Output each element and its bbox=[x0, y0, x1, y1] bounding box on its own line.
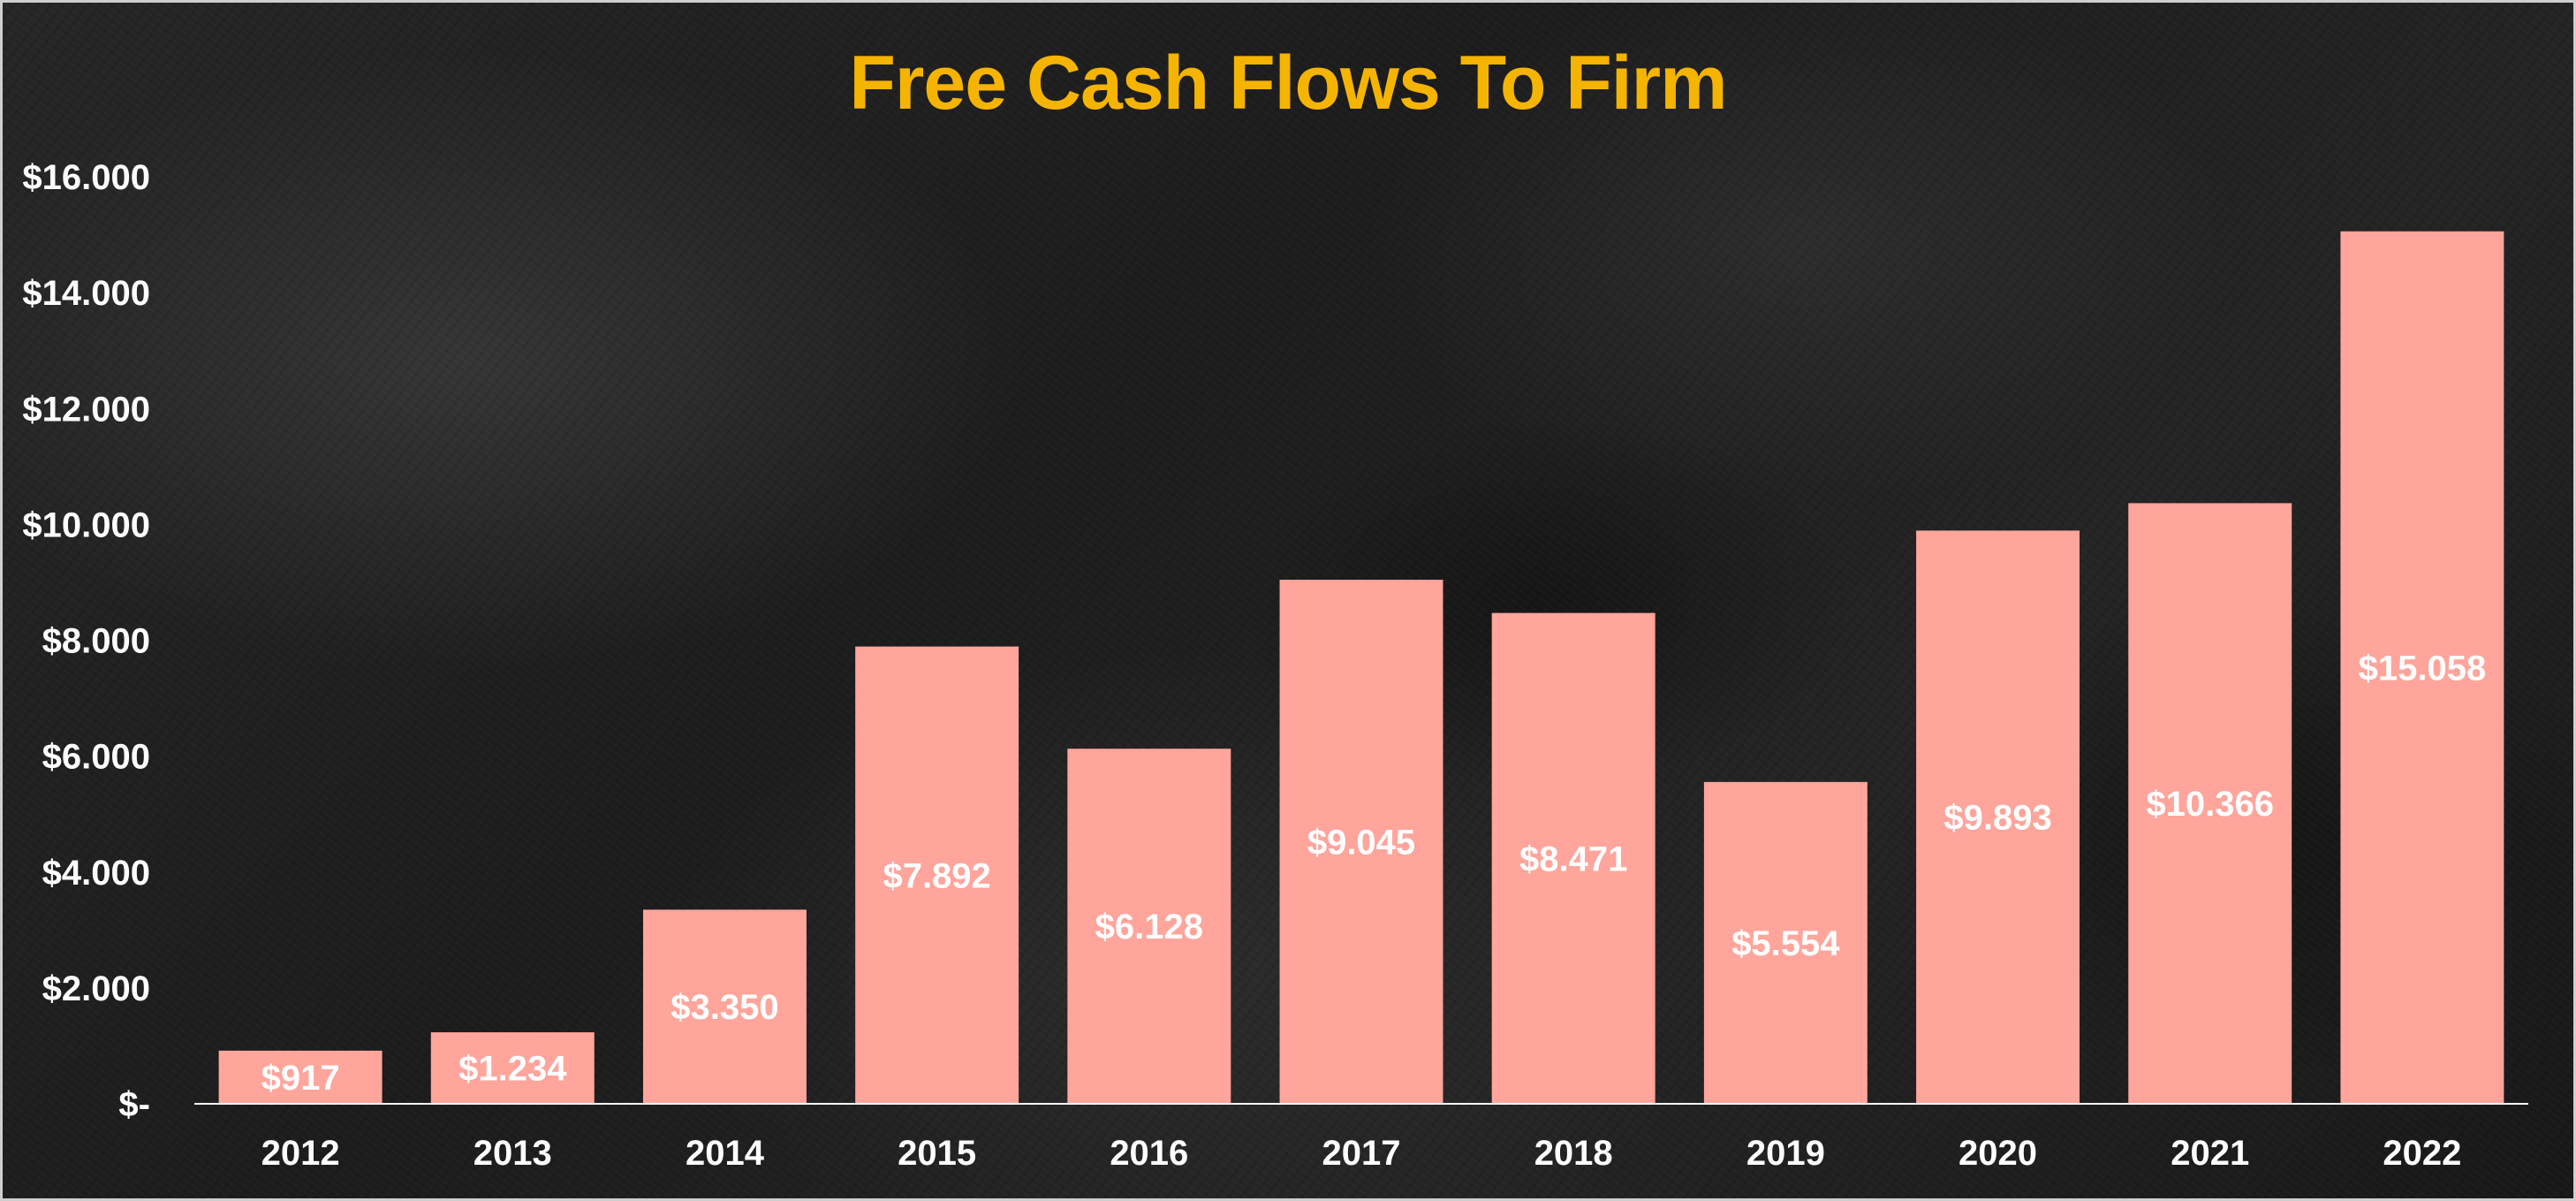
data-label: $9.045 bbox=[1307, 823, 1415, 862]
x-tick-label: 2016 bbox=[1110, 1134, 1188, 1173]
data-label: $5.554 bbox=[1731, 924, 1840, 963]
x-tick-label: 2020 bbox=[1959, 1134, 2037, 1173]
bar bbox=[218, 1050, 383, 1104]
bar bbox=[2128, 503, 2292, 1104]
data-label: $9.893 bbox=[1943, 799, 2051, 838]
bar bbox=[1279, 579, 1443, 1104]
bar bbox=[1916, 530, 2080, 1104]
x-tick-label: 2021 bbox=[2171, 1134, 2249, 1173]
y-tick-label: $8.000 bbox=[42, 622, 150, 661]
y-tick-label: $10.000 bbox=[22, 505, 150, 544]
data-label: $1.234 bbox=[458, 1050, 567, 1089]
y-tick-label: $14.000 bbox=[22, 274, 150, 313]
data-label: $8.471 bbox=[1519, 840, 1627, 878]
x-tick-label: 2012 bbox=[261, 1134, 340, 1173]
bar bbox=[642, 909, 807, 1104]
y-tick-label: $12.000 bbox=[22, 390, 150, 429]
x-tick-label: 2015 bbox=[898, 1134, 976, 1173]
data-labels: $917 $1.234 $3.350 $7.892 $6.128 $9.045 $8.471… bbox=[261, 649, 2487, 1098]
x-tick-label: 2022 bbox=[2383, 1134, 2461, 1173]
y-tick-label: $6.000 bbox=[42, 738, 150, 777]
y-tick-label: $2.000 bbox=[42, 969, 150, 1008]
y-axis: $- $2.000 $4.000 $6.000 $8.000 $10.000 $12.000… bbox=[22, 158, 150, 1124]
x-tick-label: 2019 bbox=[1746, 1134, 1825, 1173]
bar bbox=[855, 646, 1019, 1104]
chart-title: Free Cash Flows To Firm bbox=[849, 41, 1726, 125]
data-label: $3.350 bbox=[671, 988, 778, 1027]
bar bbox=[1703, 781, 1868, 1104]
data-label: $10.366 bbox=[2146, 785, 2274, 824]
bar bbox=[1067, 749, 1231, 1104]
x-axis: 2012 2013 2014 2015 2016 2017 2018 2019 2020 2021… bbox=[261, 1134, 2462, 1173]
y-tick-label: $- bbox=[118, 1085, 150, 1124]
bar bbox=[1491, 612, 1655, 1104]
x-tick-label: 2013 bbox=[474, 1134, 552, 1173]
bar bbox=[430, 1032, 595, 1104]
data-label: $6.128 bbox=[1095, 908, 1203, 946]
x-tick-label: 2018 bbox=[1534, 1134, 1613, 1173]
y-tick-label: $4.000 bbox=[42, 854, 150, 893]
data-label: $15.058 bbox=[2359, 649, 2487, 688]
data-label: $7.892 bbox=[883, 856, 990, 895]
x-tick-label: 2017 bbox=[1322, 1134, 1401, 1173]
data-label: $917 bbox=[261, 1059, 340, 1098]
bars bbox=[218, 231, 2504, 1104]
y-tick-label: $16.000 bbox=[22, 158, 150, 197]
x-tick-label: 2014 bbox=[686, 1134, 765, 1173]
bar bbox=[2340, 231, 2504, 1104]
